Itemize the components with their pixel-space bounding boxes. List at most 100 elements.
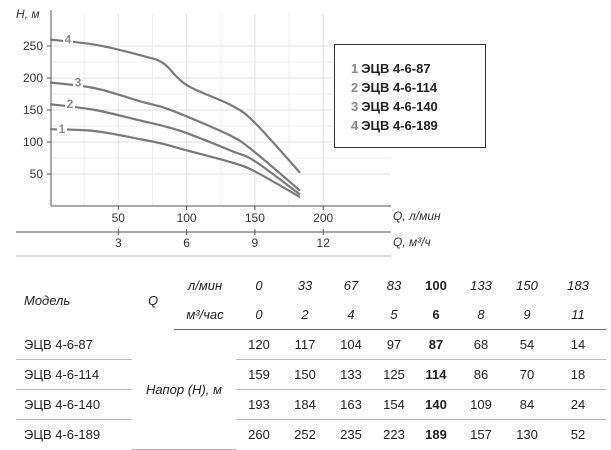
q-lmin-cell: 33 (297, 278, 313, 293)
value-cell: 150 (282, 359, 328, 390)
curve-label-bg (73, 75, 83, 89)
q-lmin-cell: 67 (343, 278, 359, 293)
value-cell: 18 (550, 359, 606, 390)
value-cell: 157 (470, 427, 492, 442)
legend-item: 3 ЭЦВ 4-6-140 (351, 97, 485, 116)
model-cell: ЭЦВ 4-6-189 (24, 427, 101, 442)
y-tick-label: 200 (23, 71, 43, 85)
q-m3h-cell: 9 (504, 300, 550, 330)
value-cell: 159 (236, 359, 282, 390)
value-cell: 235 (340, 427, 362, 442)
value-cell: 260 (248, 427, 270, 442)
x2-tick-label: 12 (317, 236, 331, 250)
curve-label-1: 1 (59, 122, 66, 136)
legend-number: 1 (351, 61, 359, 76)
value-cell: 109 (458, 389, 504, 420)
value-cell: 54 (504, 329, 550, 360)
y-tick-label: 250 (23, 39, 43, 53)
x2-tick-label: 9 (252, 236, 259, 250)
x2-tick-label: 6 (183, 236, 190, 250)
value-cell: 68 (458, 329, 504, 360)
curve-3 (49, 81, 301, 192)
x-tick-label: 50 (112, 211, 126, 225)
q-m3h-cell: 6 (414, 300, 458, 330)
unit-lmin: л/мин (187, 278, 223, 293)
legend-label: ЭЦВ 4-6-114 (361, 80, 438, 95)
legend-item: 1 ЭЦВ 4-6-87 (351, 59, 485, 78)
curve-label-bg (65, 97, 75, 111)
x-axis-label: Q, л/мин (393, 209, 441, 223)
table-row: ЭЦВ 4-6-87 Напор (Н), м 120 117 104 97 8… (16, 329, 606, 450)
x2-axis-label: Q, м³/ч (393, 235, 431, 249)
value-cell: 52 (570, 427, 586, 442)
legend-item: 2 ЭЦВ 4-6-114 (351, 78, 485, 97)
table-header-row: Модель Q л/мин 0 33 67 83 100 133 150 18… (16, 271, 606, 308)
table-row: ЭЦВ 4-6-114 159 150 133 125 114 86 70 18 (16, 359, 606, 390)
value-cell: 120 (236, 329, 282, 360)
curve-label-4: 4 (65, 33, 72, 47)
legend-label: ЭЦВ 4-6-140 (361, 99, 438, 114)
legend-label: ЭЦВ 4-6-87 (361, 61, 431, 76)
table-header-row: м³/час 0 2 4 5 6 8 9 11 (16, 300, 606, 330)
table-row: ЭЦВ 4-6-189 260 252 235 223 189 157 130 … (16, 420, 606, 450)
curve-label-2: 2 (67, 97, 74, 111)
legend-number: 4 (351, 118, 359, 133)
value-cell: 133 (328, 359, 374, 390)
q-m3h-cell: 11 (550, 300, 606, 330)
x-tick-label: 200 (313, 211, 333, 225)
curve-1 (49, 128, 301, 198)
value-cell: 97 (374, 329, 414, 360)
value-cell: 193 (236, 389, 282, 420)
q-header: Q (147, 292, 159, 308)
value-cell: 114 (414, 359, 458, 390)
q-lmin-cell: 83 (386, 278, 402, 293)
curve-label-bg (57, 122, 67, 136)
table-row: ЭЦВ 4-6-140 193 184 163 154 140 109 84 2… (16, 389, 606, 420)
q-m3h-cell: 8 (458, 300, 504, 330)
value-cell: 24 (550, 389, 606, 420)
value-cell: 14 (550, 329, 606, 360)
curve-label-3: 3 (75, 75, 82, 89)
model-header: Модель (24, 292, 71, 308)
q-lmin-cell: 133 (470, 278, 492, 293)
curve-4 (49, 38, 301, 174)
legend-number: 2 (351, 80, 359, 95)
value-cell: 140 (414, 389, 458, 420)
q-m3h-cell: 5 (374, 300, 414, 330)
value-cell: 252 (294, 427, 316, 442)
value-cell: 125 (374, 359, 414, 390)
value-cell: 86 (458, 359, 504, 390)
legend-item: 4 ЭЦВ 4-6-189 (351, 116, 485, 135)
q-lmin-cell: 100 (425, 278, 447, 293)
y-tick-label: 50 (30, 167, 44, 181)
value-cell: 84 (504, 389, 550, 420)
q-lmin-cell: 0 (255, 278, 263, 293)
y-tick-label: 100 (23, 135, 43, 149)
value-cell: 104 (328, 329, 374, 360)
legend-number: 3 (351, 99, 359, 114)
legend-label: ЭЦВ 4-6-189 (361, 118, 438, 133)
x-tick-label: 150 (245, 211, 265, 225)
value-cell: 189 (425, 427, 447, 442)
napor-label: Напор (Н), м (132, 329, 236, 450)
value-cell: 87 (414, 329, 458, 360)
chart-curves: 123 4 (49, 32, 301, 198)
y-axis-label: H, м (16, 7, 40, 21)
value-cell: 130 (516, 427, 538, 442)
q-m3h-cell: 0 (236, 300, 282, 330)
value-cell: 70 (504, 359, 550, 390)
value-cell: 154 (374, 389, 414, 420)
x2-tick-label: 3 (115, 236, 122, 250)
value-cell: 184 (282, 389, 328, 420)
q-m3h-cell: 2 (282, 300, 328, 330)
curve-2 (49, 103, 301, 196)
x-tick-label: 100 (177, 211, 197, 225)
unit-m3h: м³/час (174, 300, 236, 330)
model-cell: ЭЦВ 4-6-114 (16, 359, 132, 390)
chart-grid (51, 14, 391, 206)
value-cell: 117 (282, 329, 328, 360)
chart-axes (16, 10, 391, 257)
chart-tick-labels: 50 100 150 200 250 50 100 150 200 3 6 9 12 (23, 39, 334, 250)
